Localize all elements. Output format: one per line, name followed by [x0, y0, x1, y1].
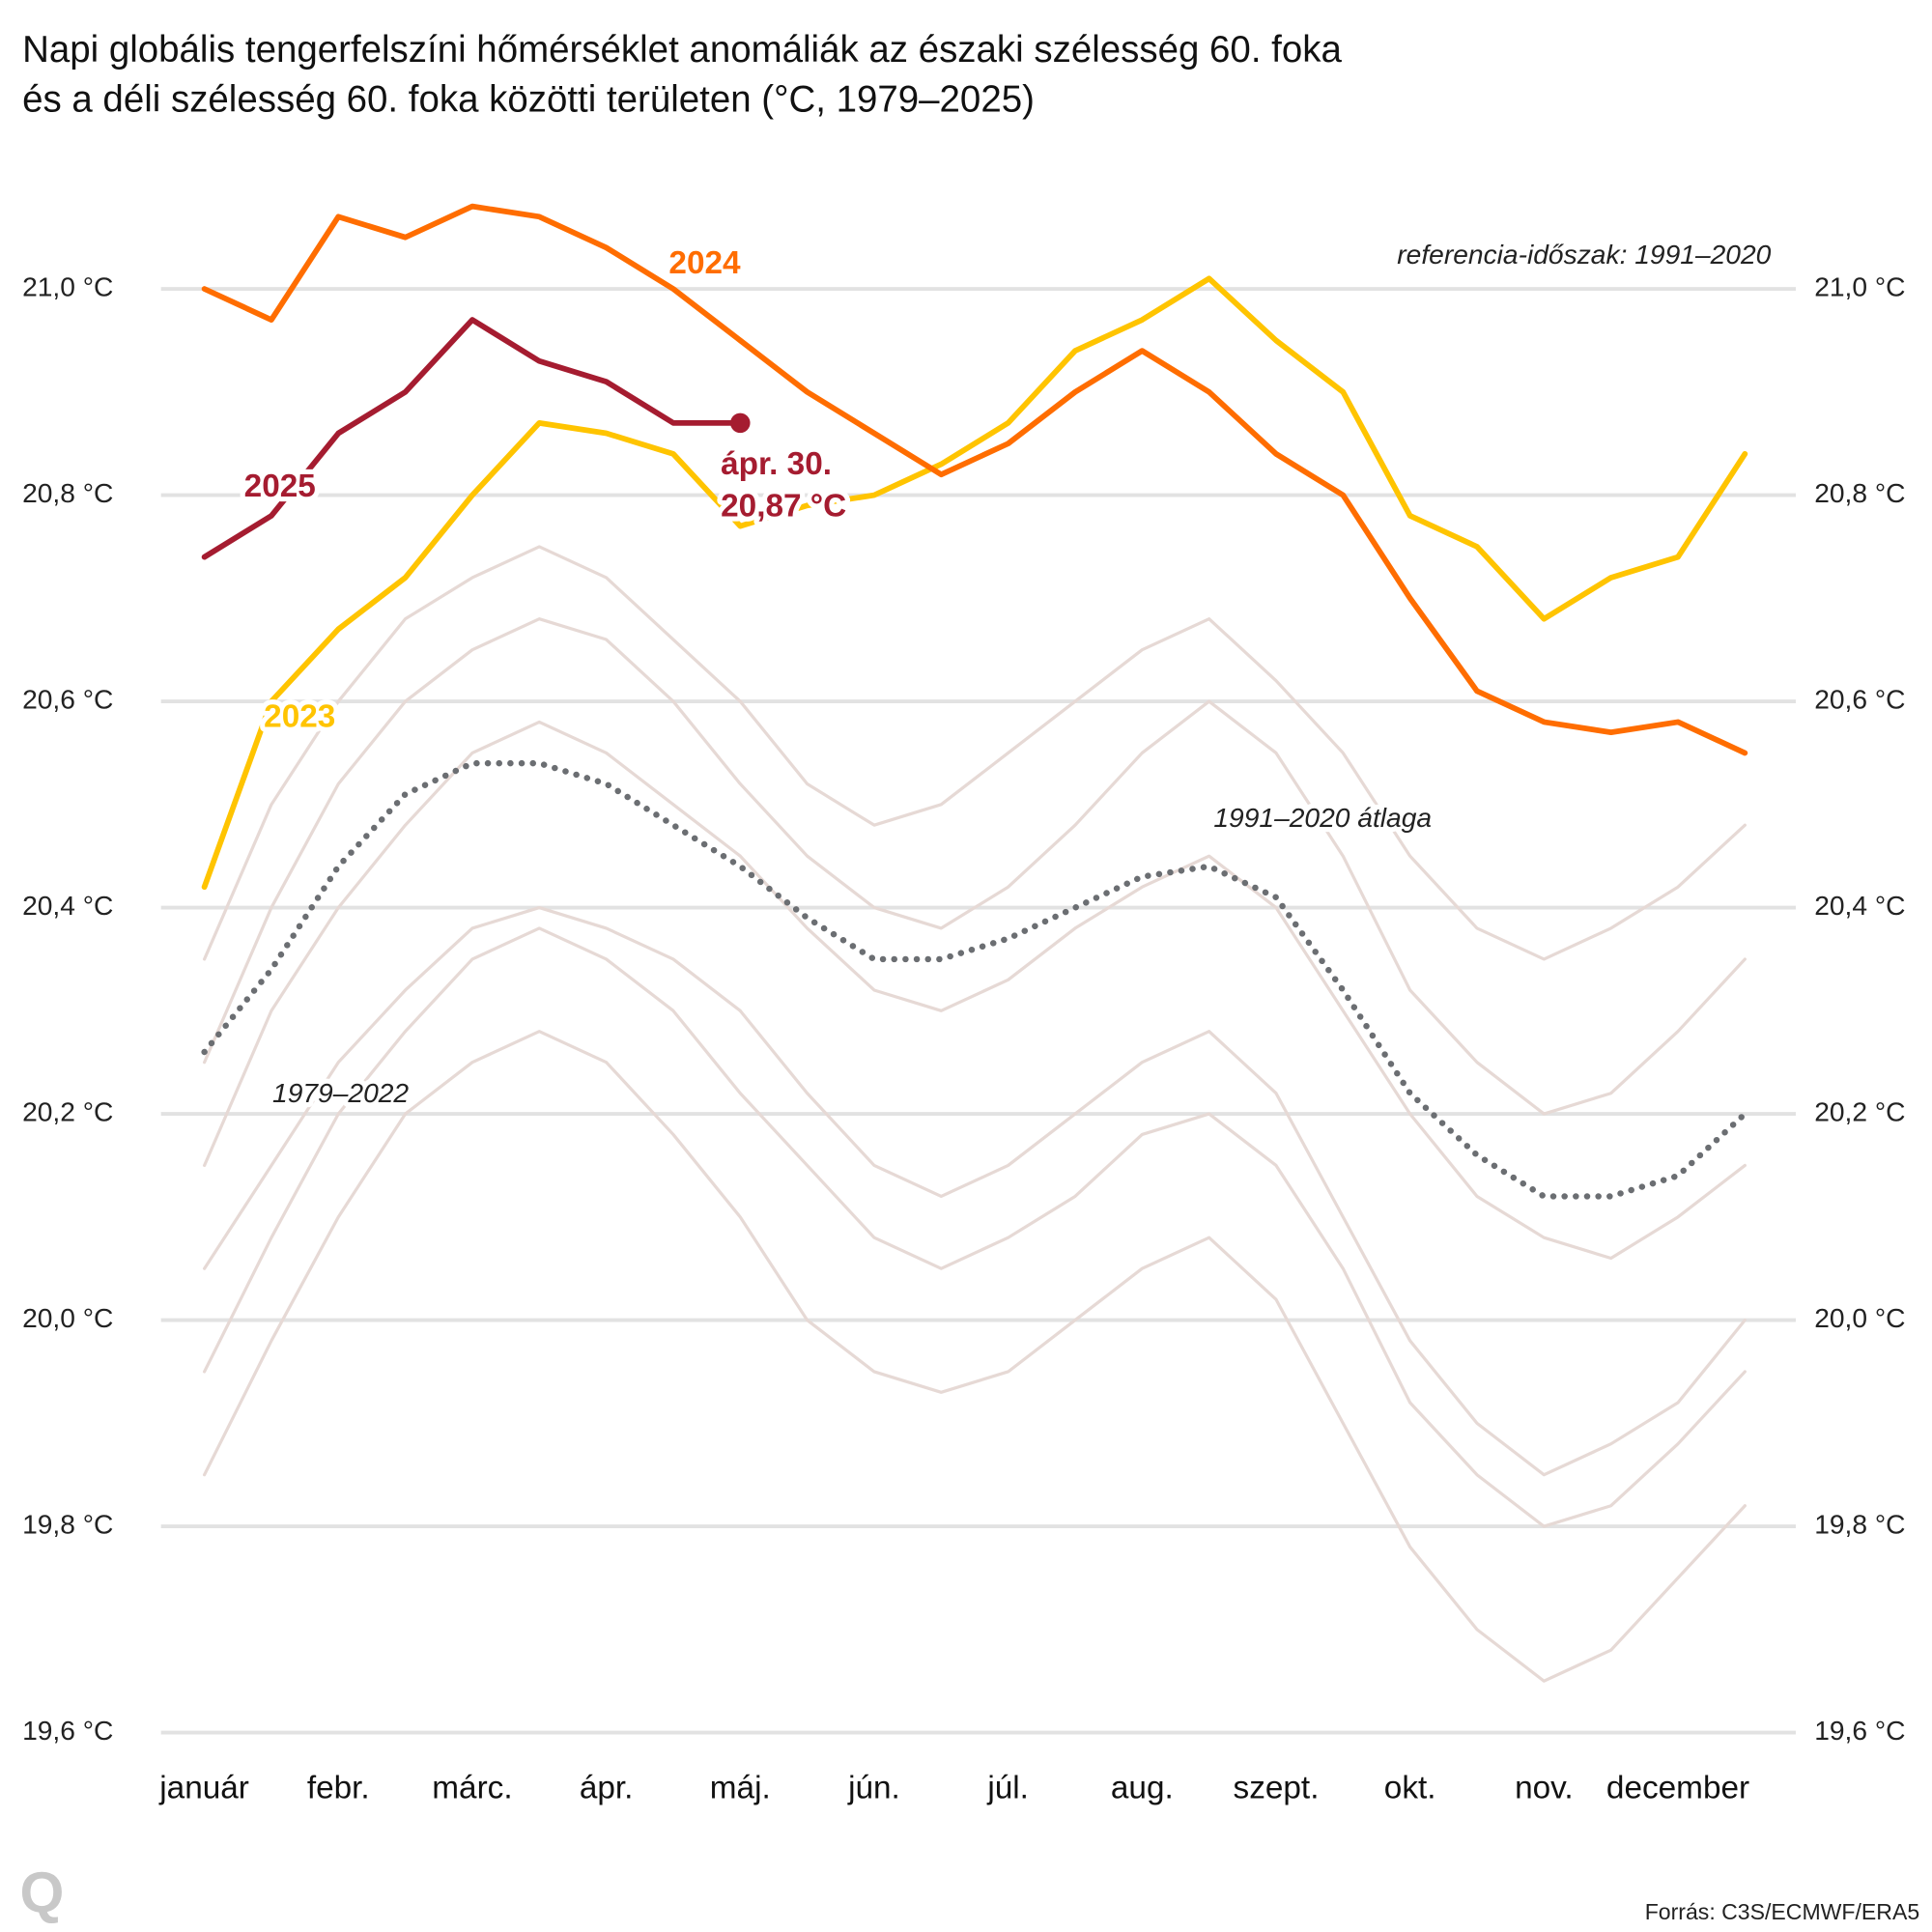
- background-line: [202, 926, 1747, 1528]
- y2-tick-label: 20,6 °C: [1814, 684, 1905, 715]
- series-label: 2025: [244, 469, 316, 504]
- x-tick-label: aug.: [1111, 1770, 1174, 1805]
- y-tick-label: 20,2 °C: [22, 1096, 113, 1127]
- y2-tick-label: 20,2 °C: [1814, 1096, 1905, 1127]
- logo: Q: [20, 1862, 65, 1925]
- x-tick-label: nov.: [1515, 1770, 1574, 1805]
- annotation: 20,87 °C: [721, 488, 846, 524]
- annotation: referencia-időszak: 1991–2020: [1397, 239, 1771, 270]
- series-line: [201, 759, 1748, 1200]
- y2-tick-label: 21,0 °C: [1814, 271, 1905, 302]
- y-tick-label: 20,8 °C: [22, 477, 113, 508]
- y-tick-label: 20,0 °C: [22, 1302, 113, 1333]
- x-tick-label: febr.: [307, 1770, 370, 1805]
- y2-tick-label: 20,4 °C: [1814, 890, 1905, 921]
- chart-title: Napi globális tengerfelszíni hőmérséklet…: [22, 29, 1342, 71]
- y-tick-label: 19,6 °C: [22, 1715, 113, 1746]
- annotation: ápr. 30.: [721, 446, 832, 482]
- x-tick-label: jún.: [847, 1770, 900, 1805]
- series-line: [201, 203, 1748, 756]
- series-label: 1991–2020 átlaga: [1213, 802, 1432, 833]
- x-tick-label: máj.: [710, 1770, 771, 1805]
- plot: 19,6 °C 19,8 °C 20,0 °C 20,2 °C 20,4 °C 20,6 …: [22, 203, 1906, 1805]
- y2-tick-label: 20,0 °C: [1814, 1302, 1905, 1333]
- x-tick-label: január: [158, 1770, 249, 1805]
- series-line: [201, 275, 1748, 891]
- end-point: [730, 412, 751, 434]
- y-tick-label: 21,0 °C: [22, 271, 113, 302]
- chart-title: és a déli szélesség 60. foka közötti ter…: [22, 78, 1035, 120]
- series-label: 2023: [264, 698, 335, 734]
- y-tick-label: 20,4 °C: [22, 890, 113, 921]
- background-line: [202, 720, 1747, 1261]
- x-tick-label: júl.: [986, 1770, 1029, 1805]
- y2-tick-label: 19,8 °C: [1814, 1509, 1905, 1540]
- x-tick-label: szept.: [1234, 1770, 1320, 1805]
- y-tick-label: 20,6 °C: [22, 684, 113, 715]
- series-label: 2024: [668, 245, 741, 281]
- y2-tick-label: 20,8 °C: [1814, 477, 1905, 508]
- x-tick-label: december: [1606, 1770, 1749, 1805]
- background-line: [202, 905, 1747, 1477]
- source: Forrás: C3S/ECMWF/ERA5: [1645, 1899, 1919, 1924]
- annotation: 1979–2022: [272, 1077, 409, 1108]
- x-tick-label: okt.: [1384, 1770, 1436, 1805]
- x-tick-label: ápr.: [580, 1770, 634, 1805]
- background-line: [202, 545, 1747, 961]
- series-line: [201, 317, 744, 560]
- background-line: [202, 1030, 1747, 1683]
- y2-tick-label: 19,6 °C: [1814, 1715, 1905, 1746]
- background-line: [202, 617, 1747, 1116]
- y-tick-label: 19,8 °C: [22, 1509, 113, 1540]
- x-tick-label: márc.: [432, 1770, 512, 1805]
